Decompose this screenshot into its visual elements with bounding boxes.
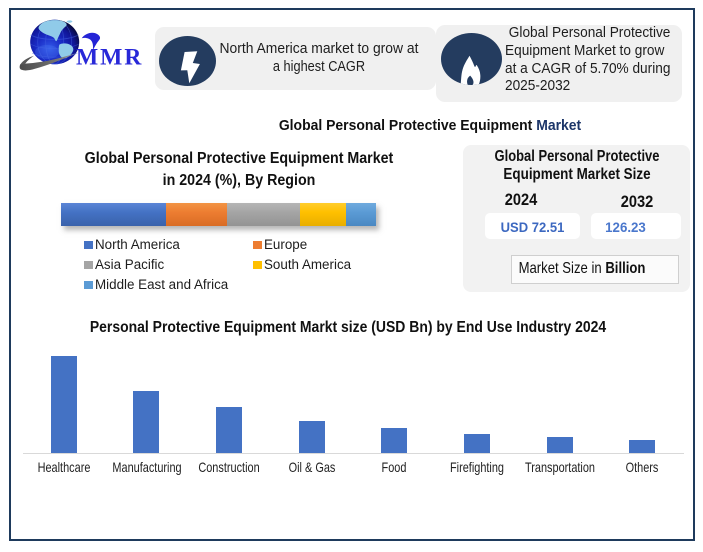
svg-text:MMR: MMR [76,45,143,71]
